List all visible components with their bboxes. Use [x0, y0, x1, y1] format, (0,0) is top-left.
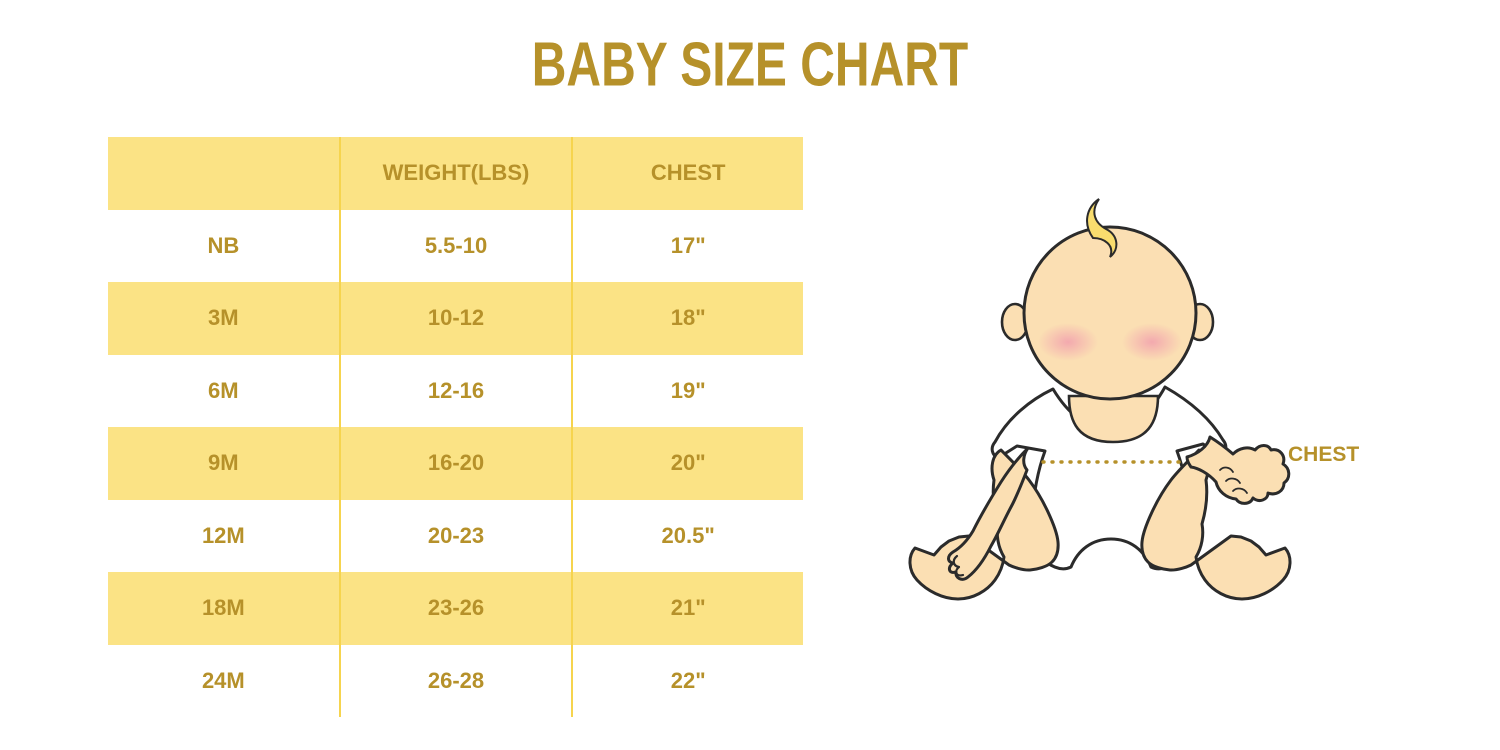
svg-text:CHEST: CHEST [1288, 443, 1359, 466]
